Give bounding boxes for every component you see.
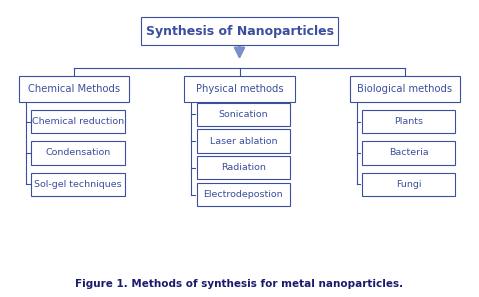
Text: Physical methods: Physical methods xyxy=(196,84,283,94)
FancyBboxPatch shape xyxy=(196,129,290,153)
Text: Biological methods: Biological methods xyxy=(357,84,452,94)
FancyBboxPatch shape xyxy=(362,173,455,196)
Text: Plants: Plants xyxy=(394,117,423,126)
Text: Synthesis of Nanoparticles: Synthesis of Nanoparticles xyxy=(146,25,333,38)
FancyBboxPatch shape xyxy=(32,173,125,196)
FancyBboxPatch shape xyxy=(32,141,125,165)
FancyBboxPatch shape xyxy=(196,156,290,179)
FancyBboxPatch shape xyxy=(141,17,338,45)
FancyBboxPatch shape xyxy=(350,77,460,102)
Text: Chemical reduction: Chemical reduction xyxy=(32,117,124,126)
Text: Fungi: Fungi xyxy=(396,180,422,189)
FancyBboxPatch shape xyxy=(196,103,290,126)
Text: Electrodepostion: Electrodepostion xyxy=(204,190,283,199)
FancyBboxPatch shape xyxy=(32,110,125,133)
Text: Chemical Methods: Chemical Methods xyxy=(28,84,120,94)
Text: Condensation: Condensation xyxy=(46,148,111,157)
FancyBboxPatch shape xyxy=(19,77,129,102)
FancyBboxPatch shape xyxy=(184,77,295,102)
FancyBboxPatch shape xyxy=(362,110,455,133)
Text: Radiation: Radiation xyxy=(221,163,266,172)
FancyBboxPatch shape xyxy=(362,141,455,165)
Text: Laser ablation: Laser ablation xyxy=(210,137,277,146)
Text: Sonication: Sonication xyxy=(218,110,268,119)
Text: Figure 1. Methods of synthesis for metal nanoparticles.: Figure 1. Methods of synthesis for metal… xyxy=(75,279,404,289)
FancyBboxPatch shape xyxy=(196,183,290,206)
Text: Sol-gel techniques: Sol-gel techniques xyxy=(34,180,122,189)
Text: Bacteria: Bacteria xyxy=(389,148,428,157)
